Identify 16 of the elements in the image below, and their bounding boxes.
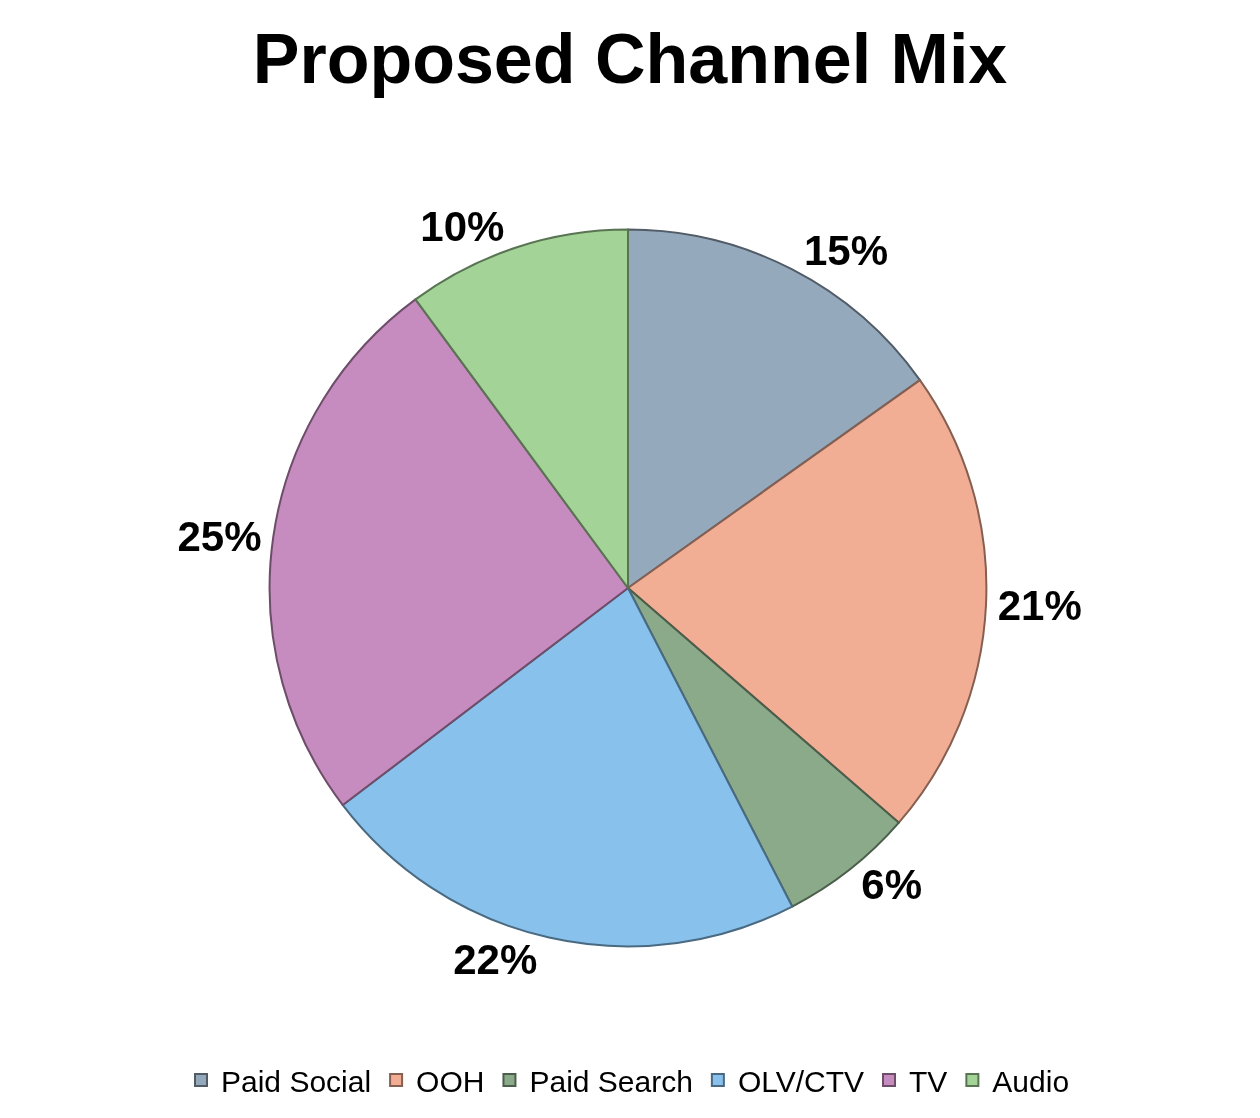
legend-label: OOH <box>416 1064 485 1098</box>
data-label: 15% <box>803 227 889 275</box>
pie-slice <box>627 228 921 589</box>
pie-slice <box>268 298 629 807</box>
legend-label: OLV/CTV <box>737 1064 865 1098</box>
data-label: 6% <box>861 860 922 908</box>
legend-label: Audio <box>992 1064 1070 1098</box>
data-label: 25% <box>177 513 262 561</box>
data-label: 21% <box>997 581 1082 629</box>
pie-slice <box>627 379 988 824</box>
chart-title: Proposed Channel Mix <box>252 19 1008 98</box>
legend-label: Paid Search <box>529 1064 693 1098</box>
legend-label: Paid Social <box>221 1064 372 1098</box>
data-label: 22% <box>453 936 538 984</box>
legend-label: TV <box>909 1064 948 1098</box>
data-label: 10% <box>420 202 505 250</box>
